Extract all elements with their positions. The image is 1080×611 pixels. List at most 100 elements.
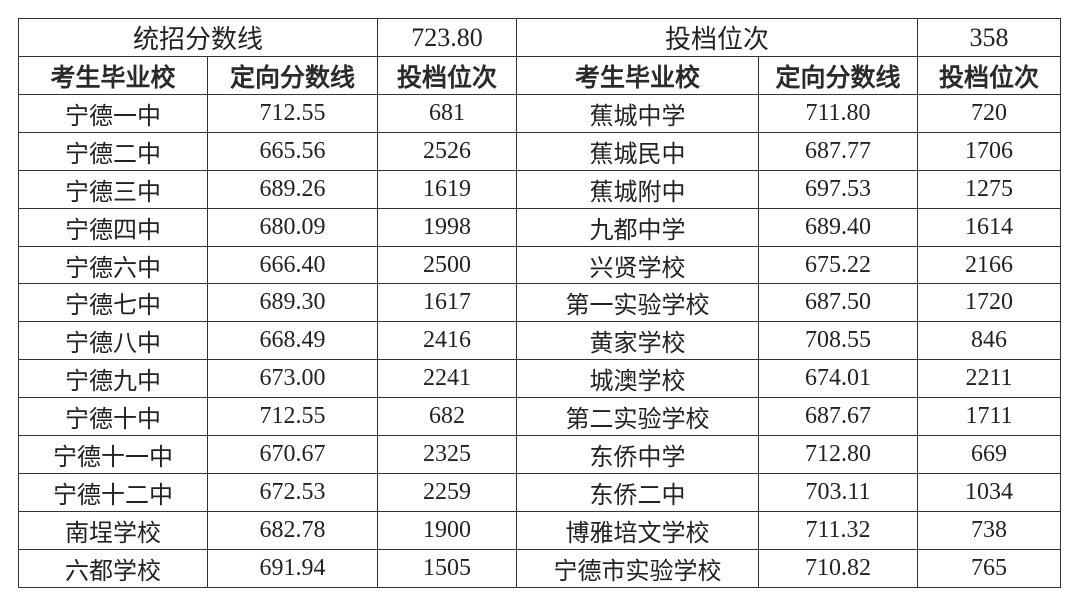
table-row: 六都学校 691.94 1505 宁德市实验学校 710.82 765 [18, 548, 1061, 588]
table-row: 南埕学校 682.78 1900 博雅培文学校 711.32 738 [18, 510, 1061, 550]
school-cell: 黄家学校 [516, 321, 759, 361]
school-cell: 宁德十中 [18, 397, 208, 437]
directed-score-cell: 703.11 [758, 472, 918, 512]
rank-cell: 1619 [377, 169, 517, 209]
rank-value: 358 [917, 18, 1061, 57]
unified-cutoff-value: 723.80 [377, 18, 517, 57]
rank-cell: 2526 [377, 131, 517, 171]
rank-cell: 682 [377, 397, 517, 437]
rank-cell: 1711 [917, 397, 1061, 437]
rank-label: 投档位次 [516, 18, 918, 57]
header-rank: 投档位次 [917, 56, 1061, 95]
directed-score-cell: 689.30 [207, 283, 378, 323]
directed-score-cell: 687.77 [758, 131, 918, 171]
rank-cell: 1034 [917, 472, 1061, 512]
school-cell: 宁德六中 [18, 245, 208, 285]
rank-cell: 2325 [377, 435, 517, 474]
directed-score-cell: 668.49 [207, 321, 378, 361]
rank-cell: 765 [917, 548, 1061, 588]
directed-score-cell: 712.55 [207, 397, 378, 437]
directed-score-cell: 687.67 [758, 397, 918, 437]
rank-cell: 681 [377, 94, 517, 133]
table-row: 宁德七中 689.30 1617 第一实验学校 687.50 1720 [18, 283, 1061, 323]
rank-cell: 720 [917, 94, 1061, 133]
school-cell: 宁德九中 [18, 359, 208, 399]
directed-score-cell: 666.40 [207, 245, 378, 285]
table-row: 宁德十中 712.55 682 第二实验学校 687.67 1711 [18, 397, 1061, 437]
header-directed-score: 定向分数线 [758, 56, 918, 95]
rank-cell: 1706 [917, 131, 1061, 171]
directed-score-cell: 670.67 [207, 435, 378, 474]
school-cell: 宁德八中 [18, 321, 208, 361]
school-cell: 东侨中学 [516, 435, 759, 474]
rank-cell: 2241 [377, 359, 517, 399]
admission-score-table: 统招分数线 723.80 投档位次 358 考生毕业校 定向分数线 投档位次 考… [18, 18, 1061, 588]
rank-cell: 669 [917, 435, 1061, 474]
table-row: 宁德六中 666.40 2500 兴贤学校 675.22 2166 [18, 245, 1061, 285]
school-cell: 宁德七中 [18, 283, 208, 323]
rank-cell: 2259 [377, 472, 517, 512]
directed-score-cell: 712.55 [207, 94, 378, 133]
directed-score-cell: 708.55 [758, 321, 918, 361]
school-cell: 蕉城附中 [516, 169, 759, 209]
rank-cell: 846 [917, 321, 1061, 361]
directed-score-cell: 711.80 [758, 94, 918, 133]
school-cell: 六都学校 [18, 548, 208, 588]
directed-score-cell: 674.01 [758, 359, 918, 399]
directed-score-cell: 680.09 [207, 207, 378, 247]
rank-cell: 738 [917, 510, 1061, 550]
header-row: 考生毕业校 定向分数线 投档位次 考生毕业校 定向分数线 投档位次 [18, 56, 1061, 95]
directed-score-cell: 665.56 [207, 131, 378, 171]
rank-cell: 2211 [917, 359, 1061, 399]
unified-cutoff-label: 统招分数线 [18, 18, 378, 57]
directed-score-cell: 682.78 [207, 510, 378, 550]
directed-score-cell: 675.22 [758, 245, 918, 285]
school-cell: 宁德一中 [18, 94, 208, 133]
school-cell: 蕉城民中 [516, 131, 759, 171]
school-cell: 宁德十一中 [18, 435, 208, 474]
table-row: 宁德十二中 672.53 2259 东侨二中 703.11 1034 [18, 472, 1061, 512]
table-row: 宁德三中 689.26 1619 蕉城附中 697.53 1275 [18, 169, 1061, 209]
directed-score-cell: 710.82 [758, 548, 918, 588]
school-cell: 南埕学校 [18, 510, 208, 550]
summary-row: 统招分数线 723.80 投档位次 358 [18, 18, 1061, 57]
directed-score-cell: 697.53 [758, 169, 918, 209]
table-row: 宁德十一中 670.67 2325 东侨中学 712.80 669 [18, 435, 1061, 474]
directed-score-cell: 672.53 [207, 472, 378, 512]
rank-cell: 2500 [377, 245, 517, 285]
table-row: 宁德九中 673.00 2241 城澳学校 674.01 2211 [18, 359, 1061, 399]
table-row: 宁德八中 668.49 2416 黄家学校 708.55 846 [18, 321, 1061, 361]
school-cell: 蕉城中学 [516, 94, 759, 133]
school-cell: 九都中学 [516, 207, 759, 247]
header-school: 考生毕业校 [18, 56, 208, 95]
header-rank: 投档位次 [377, 56, 517, 95]
table-row: 宁德一中 712.55 681 蕉城中学 711.80 720 [18, 94, 1061, 133]
school-cell: 宁德二中 [18, 131, 208, 171]
school-cell: 宁德市实验学校 [516, 548, 759, 588]
directed-score-cell: 687.50 [758, 283, 918, 323]
school-cell: 宁德十二中 [18, 472, 208, 512]
rank-cell: 1505 [377, 548, 517, 588]
table-row: 宁德四中 680.09 1998 九都中学 689.40 1614 [18, 207, 1061, 247]
school-cell: 宁德四中 [18, 207, 208, 247]
directed-score-cell: 711.32 [758, 510, 918, 550]
school-cell: 第二实验学校 [516, 397, 759, 437]
table-row: 宁德二中 665.56 2526 蕉城民中 687.77 1706 [18, 131, 1061, 171]
rank-cell: 1900 [377, 510, 517, 550]
header-directed-score: 定向分数线 [207, 56, 378, 95]
school-cell: 宁德三中 [18, 169, 208, 209]
directed-score-cell: 712.80 [758, 435, 918, 474]
rank-cell: 2166 [917, 245, 1061, 285]
rank-cell: 1614 [917, 207, 1061, 247]
rank-cell: 2416 [377, 321, 517, 361]
header-school: 考生毕业校 [516, 56, 759, 95]
school-cell: 兴贤学校 [516, 245, 759, 285]
rank-cell: 1617 [377, 283, 517, 323]
school-cell: 东侨二中 [516, 472, 759, 512]
directed-score-cell: 673.00 [207, 359, 378, 399]
directed-score-cell: 689.26 [207, 169, 378, 209]
school-cell: 第一实验学校 [516, 283, 759, 323]
directed-score-cell: 689.40 [758, 207, 918, 247]
school-cell: 博雅培文学校 [516, 510, 759, 550]
rank-cell: 1998 [377, 207, 517, 247]
